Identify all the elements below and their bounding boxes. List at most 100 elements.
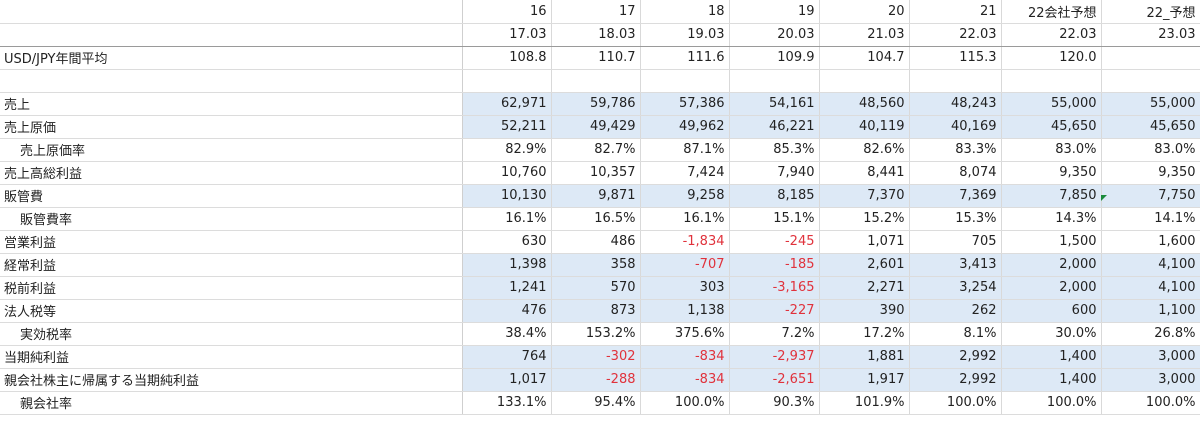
fx-cell[interactable]: 108.8 xyxy=(462,46,552,70)
table-cell[interactable]: 153.2% xyxy=(551,322,641,346)
table-cell[interactable]: 10,760 xyxy=(462,161,552,185)
table-cell[interactable]: 8,074 xyxy=(909,161,1002,185)
column-header[interactable]: 22_予想 xyxy=(1101,0,1200,24)
column-header[interactable]: 17 xyxy=(551,0,641,24)
table-cell[interactable]: 600 xyxy=(1001,299,1102,323)
row-label[interactable]: 当期純利益 xyxy=(0,345,463,369)
table-cell[interactable]: 55,000 xyxy=(1001,92,1102,116)
table-cell[interactable]: 45,650 xyxy=(1101,115,1200,139)
table-cell[interactable]: 57,386 xyxy=(640,92,730,116)
table-cell[interactable]: 8,441 xyxy=(819,161,910,185)
table-cell[interactable]: 52,211 xyxy=(462,115,552,139)
row-label[interactable]: 販管費 xyxy=(0,184,463,208)
table-cell[interactable]: 3,000 xyxy=(1101,345,1200,369)
column-header[interactable]: 16 xyxy=(462,0,552,24)
table-cell[interactable]: 1,398 xyxy=(462,253,552,277)
table-cell[interactable]: 1,600 xyxy=(1101,230,1200,254)
table-cell[interactable]: 10,357 xyxy=(551,161,641,185)
table-cell[interactable]: 49,429 xyxy=(551,115,641,139)
table-cell[interactable]: 1,400 xyxy=(1001,368,1102,392)
table-cell[interactable]: 100.0% xyxy=(909,391,1002,415)
table-cell[interactable]: 48,243 xyxy=(909,92,1002,116)
column-header[interactable]: 21 xyxy=(909,0,1002,24)
table-cell[interactable]: 3,000 xyxy=(1101,368,1200,392)
table-cell[interactable]: 1,241 xyxy=(462,276,552,300)
row-label[interactable]: 税前利益 xyxy=(0,276,463,300)
table-cell[interactable]: 1,917 xyxy=(819,368,910,392)
table-cell[interactable]: 1,071 xyxy=(819,230,910,254)
table-cell[interactable]: 1,017 xyxy=(462,368,552,392)
table-cell[interactable]: 390 xyxy=(819,299,910,323)
table-cell[interactable]: 133.1% xyxy=(462,391,552,415)
table-cell[interactable]: -2,937 xyxy=(729,345,820,369)
table-cell[interactable]: 1,400 xyxy=(1001,345,1102,369)
row-label[interactable]: 営業利益 xyxy=(0,230,463,254)
fx-cell[interactable]: 104.7 xyxy=(819,46,910,70)
column-header[interactable]: 18 xyxy=(640,0,730,24)
table-cell[interactable]: 30.0% xyxy=(1001,322,1102,346)
empty-cell[interactable] xyxy=(729,69,820,93)
table-cell[interactable]: 15.2% xyxy=(819,207,910,231)
fx-cell[interactable]: 120.0 xyxy=(1001,46,1102,70)
empty-cell[interactable] xyxy=(640,69,730,93)
period-header[interactable]: 23.03 xyxy=(1101,23,1200,47)
row-label[interactable]: 販管費率 xyxy=(0,207,463,231)
table-cell[interactable]: 100.0% xyxy=(1001,391,1102,415)
empty-cell[interactable] xyxy=(1001,69,1102,93)
table-cell[interactable]: -834 xyxy=(640,345,730,369)
table-cell[interactable]: 4,100 xyxy=(1101,253,1200,277)
table-cell[interactable]: 9,350 xyxy=(1101,161,1200,185)
table-cell[interactable]: 9,871 xyxy=(551,184,641,208)
table-cell[interactable]: 1,138 xyxy=(640,299,730,323)
table-cell[interactable]: 101.9% xyxy=(819,391,910,415)
table-cell[interactable]: 4,100 xyxy=(1101,276,1200,300)
period-header[interactable]: 18.03 xyxy=(551,23,641,47)
table-cell[interactable]: 705 xyxy=(909,230,1002,254)
empty-cell[interactable] xyxy=(819,69,910,93)
table-cell[interactable]: 54,161 xyxy=(729,92,820,116)
table-cell[interactable]: 40,169 xyxy=(909,115,1002,139)
table-cell[interactable]: 14.1% xyxy=(1101,207,1200,231)
table-cell[interactable]: 82.9% xyxy=(462,138,552,162)
table-cell[interactable]: 873 xyxy=(551,299,641,323)
period-label-cell[interactable] xyxy=(0,23,463,47)
table-cell[interactable]: 83.0% xyxy=(1101,138,1200,162)
table-cell[interactable]: 49,962 xyxy=(640,115,730,139)
table-cell[interactable]: 7,424 xyxy=(640,161,730,185)
table-cell[interactable]: 15.1% xyxy=(729,207,820,231)
table-cell[interactable]: 95.4% xyxy=(551,391,641,415)
table-cell[interactable]: 62,971 xyxy=(462,92,552,116)
table-cell[interactable]: -227 xyxy=(729,299,820,323)
table-cell[interactable]: 40,119 xyxy=(819,115,910,139)
table-cell[interactable]: 2,271 xyxy=(819,276,910,300)
table-cell[interactable]: 9,350 xyxy=(1001,161,1102,185)
period-header[interactable]: 21.03 xyxy=(819,23,910,47)
period-header[interactable]: 22.03 xyxy=(909,23,1002,47)
table-cell[interactable]: 8,185 xyxy=(729,184,820,208)
empty-cell[interactable] xyxy=(1101,69,1200,93)
table-cell[interactable]: 26.8% xyxy=(1101,322,1200,346)
table-cell[interactable]: 1,100 xyxy=(1101,299,1200,323)
table-cell[interactable]: -245 xyxy=(729,230,820,254)
row-label[interactable]: 親会社株主に帰属する当期純利益 xyxy=(0,368,463,392)
table-cell[interactable]: 7.2% xyxy=(729,322,820,346)
table-cell[interactable]: 46,221 xyxy=(729,115,820,139)
period-header[interactable]: 22.03 xyxy=(1001,23,1102,47)
table-cell[interactable]: -302 xyxy=(551,345,641,369)
column-header[interactable]: 22会社予想 xyxy=(1001,0,1102,24)
table-cell[interactable]: 375.6% xyxy=(640,322,730,346)
table-cell[interactable]: 2,992 xyxy=(909,345,1002,369)
period-header[interactable]: 20.03 xyxy=(729,23,820,47)
table-cell[interactable]: 16.1% xyxy=(640,207,730,231)
table-cell[interactable]: 2,601 xyxy=(819,253,910,277)
row-label[interactable]: 売上高総利益 xyxy=(0,161,463,185)
table-cell[interactable]: -288 xyxy=(551,368,641,392)
table-cell[interactable]: 15.3% xyxy=(909,207,1002,231)
table-cell[interactable]: 262 xyxy=(909,299,1002,323)
table-cell[interactable]: 16.1% xyxy=(462,207,552,231)
table-cell[interactable]: 82.6% xyxy=(819,138,910,162)
empty-cell[interactable] xyxy=(551,69,641,93)
fx-cell[interactable]: 115.3 xyxy=(909,46,1002,70)
table-cell[interactable]: 570 xyxy=(551,276,641,300)
table-cell[interactable]: 2,000 xyxy=(1001,253,1102,277)
